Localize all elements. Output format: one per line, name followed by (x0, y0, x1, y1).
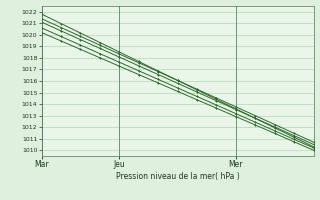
X-axis label: Pression niveau de la mer( hPa ): Pression niveau de la mer( hPa ) (116, 172, 239, 181)
